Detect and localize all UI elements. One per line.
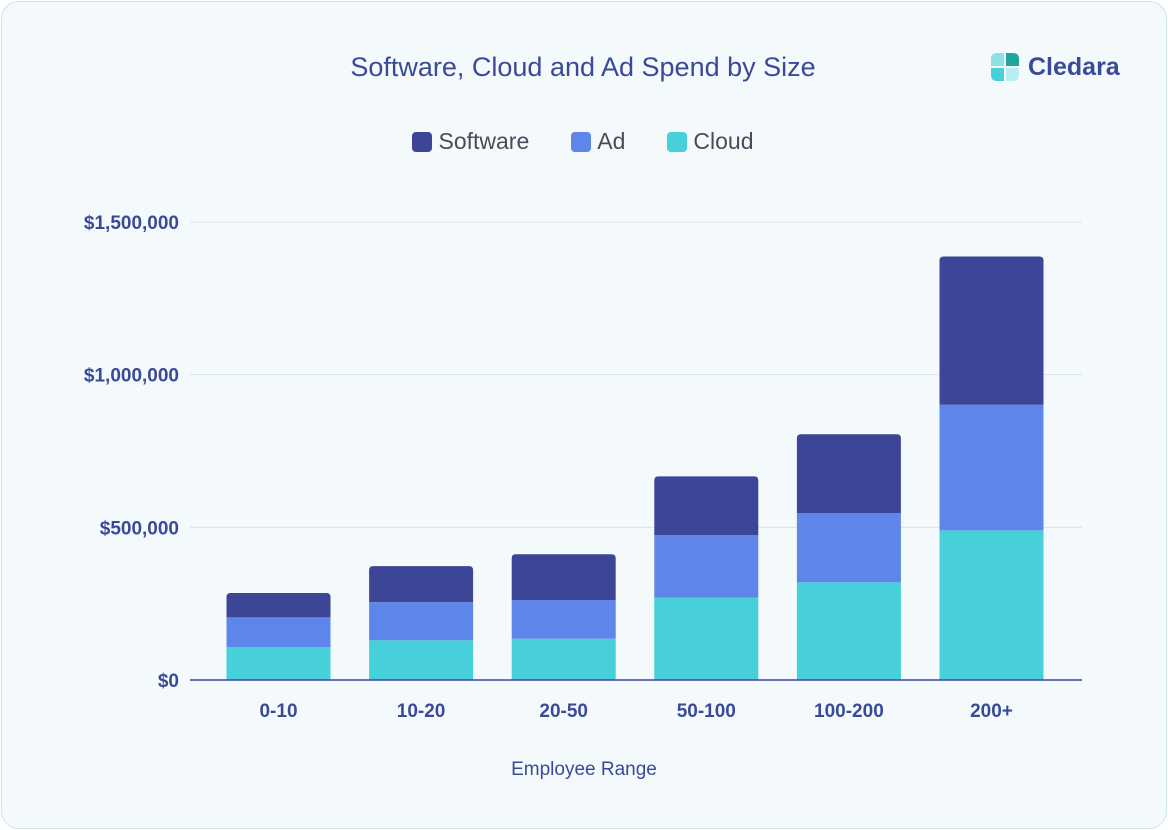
bar-software-0-10 [226, 592, 331, 618]
bar-cloud-200+ [939, 530, 1044, 680]
legend-swatch-ad [571, 131, 592, 152]
cledara-logo-icon [991, 53, 1019, 81]
bar-cloud-50-100 [654, 597, 759, 680]
legend-item-software[interactable]: Software [412, 128, 529, 155]
x-axis-title: Employee Range [511, 759, 657, 780]
bar-ad-10-20 [369, 602, 474, 641]
x-tick-label-4: 100-200 [814, 701, 884, 722]
chart-title: Software, Cloud and Ad Spend by Size [350, 52, 816, 82]
x-tick-label-0: 0-10 [259, 701, 297, 722]
x-tick-label-1: 10-20 [397, 701, 446, 722]
brand-name: Cledara [1028, 52, 1120, 81]
legend-item-ad[interactable]: Ad [571, 128, 625, 155]
legend-label-software: Software [438, 128, 530, 154]
bar-cloud-20-50 [511, 638, 616, 680]
bar-software-200+ [939, 256, 1044, 405]
legend-swatch-cloud [667, 131, 688, 152]
bar-software-100-200 [796, 434, 901, 513]
x-tick-label-2: 20-50 [539, 701, 588, 722]
bar-cloud-100-200 [796, 582, 901, 680]
y-tick-label-1: $500,000 [100, 518, 179, 539]
legend-label-cloud: Cloud [693, 128, 754, 154]
y-tick-label-2: $1,000,000 [84, 366, 179, 387]
y-tick-label-0: $0 [158, 671, 179, 692]
y-tick-label-3: $1,500,000 [84, 213, 179, 234]
brand-logo: Cledara [990, 50, 1120, 84]
legend-item-cloud[interactable]: Cloud [667, 128, 754, 155]
bar-ad-50-100 [654, 534, 759, 598]
bar-ad-20-50 [511, 600, 616, 639]
bar-software-10-20 [369, 566, 474, 603]
x-tick-label-5: 200+ [970, 701, 1013, 722]
bar-ad-0-10 [226, 617, 331, 648]
x-tick-label-3: 50-100 [677, 701, 736, 722]
legend: Software Ad Cloud [0, 128, 1166, 155]
bar-ad-100-200 [796, 512, 901, 583]
bar-software-20-50 [511, 554, 616, 601]
bar-cloud-0-10 [226, 647, 331, 680]
bar-ad-200+ [939, 404, 1044, 531]
legend-label-ad: Ad [597, 128, 626, 154]
legend-swatch-software [412, 131, 433, 152]
bar-software-50-100 [654, 476, 759, 535]
bar-cloud-10-20 [369, 640, 474, 680]
